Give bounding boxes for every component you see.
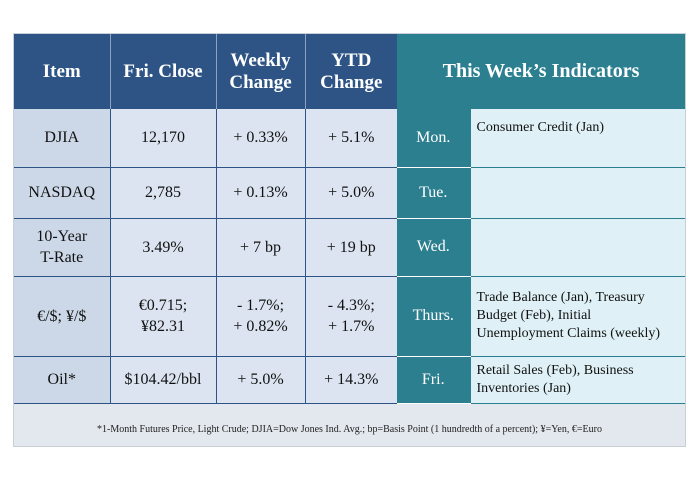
table-row: Oil* $104.42/bbl + 5.0% + 14.3% Fri. Retail S… [14, 356, 686, 404]
table-row: NASDAQ 2,785 + 0.13% + 5.0% Tue. [14, 167, 686, 219]
item-cell-line: 10-Year [36, 228, 88, 245]
indicator-day: Wed. [397, 218, 470, 277]
weekly-change-cell: + 5.0% [216, 356, 306, 404]
ytd-change-cell-line: + 5.1% [328, 129, 375, 147]
item-cell-line: DJIA [44, 129, 80, 147]
item-cell-line: Oil* [47, 371, 76, 388]
fri-close-cell-line: €0.715; [138, 297, 188, 314]
weekly-change-cell-line: - 1.7%; [236, 297, 285, 314]
ytd-change-cell-line: - 4.3%; [327, 297, 375, 314]
item-cell: €/$; ¥/$ [14, 276, 111, 357]
table-row: DJIA 12,170 + 0.33% + 5.1% Mon. Consumer Cred… [14, 109, 686, 168]
header-ytd-line1: YTD [331, 49, 372, 71]
item-cell-line: €/$; ¥/$ [37, 307, 87, 325]
fri-close-cell-line: 12,170 [141, 129, 185, 147]
item-cell: DJIA [14, 109, 111, 168]
fri-close-cell-line: 2,785 [145, 184, 181, 201]
indicator-day: Tue. [397, 167, 470, 219]
weekly-change-cell: - 1.7%; + 0.82% [216, 276, 306, 357]
fri-close-cell: 12,170 [110, 109, 217, 168]
fri-close-cell: 2,785 [110, 167, 217, 219]
indicator-text [469, 167, 686, 219]
weekly-change-cell: + 7 bp [216, 218, 306, 277]
indicator-text: Retail Sales (Feb), Business Inventories… [469, 356, 686, 404]
indicator-day: Mon. [397, 109, 470, 168]
ytd-change-cell-line: + 1.7% [328, 318, 375, 335]
header-fri-close: Fri. Close [110, 34, 217, 109]
item-cell: Oil* [14, 356, 111, 404]
weekly-change-cell-line: + 0.82% [233, 318, 288, 335]
weekly-change-cell: + 0.33% [216, 109, 306, 168]
table-row: 10-Year T-Rate 3.49% + 7 bp + 19 bp Wed. [14, 218, 686, 277]
weekly-change-cell: + 0.13% [216, 167, 306, 219]
header-weekly-change: Weekly Change [216, 34, 306, 109]
indicator-day: Fri. [397, 356, 470, 404]
header-row: Item Fri. Close Weekly Change YTD Change… [14, 34, 686, 109]
footnote: *1-Month Futures Price, Light Crude; DJI… [97, 423, 602, 435]
ytd-change-cell: + 14.3% [305, 356, 397, 404]
header-ytd-line2: Change [320, 71, 383, 93]
weekly-change-cell-line: + 7 bp [239, 238, 282, 256]
ytd-change-cell: + 19 bp [305, 218, 397, 277]
item-cell: NASDAQ [14, 167, 111, 219]
item-cell-line: T-Rate [40, 249, 84, 266]
fri-close-cell-line: 3.49% [142, 238, 184, 256]
indicator-text [469, 218, 686, 277]
header-weekly-line1: Weekly [230, 49, 291, 71]
weekly-change-cell-line: + 5.0% [237, 371, 284, 388]
ytd-change-cell: + 5.1% [305, 109, 397, 168]
header-ytd-change: YTD Change [305, 34, 397, 109]
indicator-text: Consumer Credit (Jan) [469, 109, 686, 168]
indicator-text: Trade Balance (Jan), Treasury Budget (Fe… [469, 276, 686, 357]
fri-close-cell-line: $104.42/bbl [124, 371, 202, 388]
ytd-change-cell-line: + 14.3% [324, 371, 379, 388]
item-cell-line: NASDAQ [28, 184, 96, 201]
table-row: €/$; ¥/$ €0.715; ¥82.31 - 1.7%; + 0.82% - 4.3… [14, 276, 686, 357]
ytd-change-cell-line: + 5.0% [328, 184, 375, 201]
header-this-weeks-indicators: This Week’s Indicators [397, 34, 686, 109]
fri-close-cell: 3.49% [110, 218, 217, 277]
ytd-change-cell: - 4.3%; + 1.7% [305, 276, 397, 357]
ytd-change-cell: + 5.0% [305, 167, 397, 219]
fri-close-cell: $104.42/bbl [110, 356, 217, 404]
item-cell: 10-Year T-Rate [14, 218, 111, 277]
fri-close-cell: €0.715; ¥82.31 [110, 276, 217, 357]
market-summary-table: Item Fri. Close Weekly Change YTD Change… [14, 34, 686, 404]
weekly-change-cell-line: + 0.13% [233, 184, 288, 201]
ytd-change-cell-line: + 19 bp [326, 238, 376, 256]
fri-close-cell-line: ¥82.31 [141, 318, 185, 335]
weekly-change-cell-line: + 0.33% [233, 129, 288, 147]
header-weekly-line2: Change [229, 71, 292, 93]
indicator-day: Thurs. [397, 276, 470, 357]
header-item: Item [14, 34, 111, 109]
